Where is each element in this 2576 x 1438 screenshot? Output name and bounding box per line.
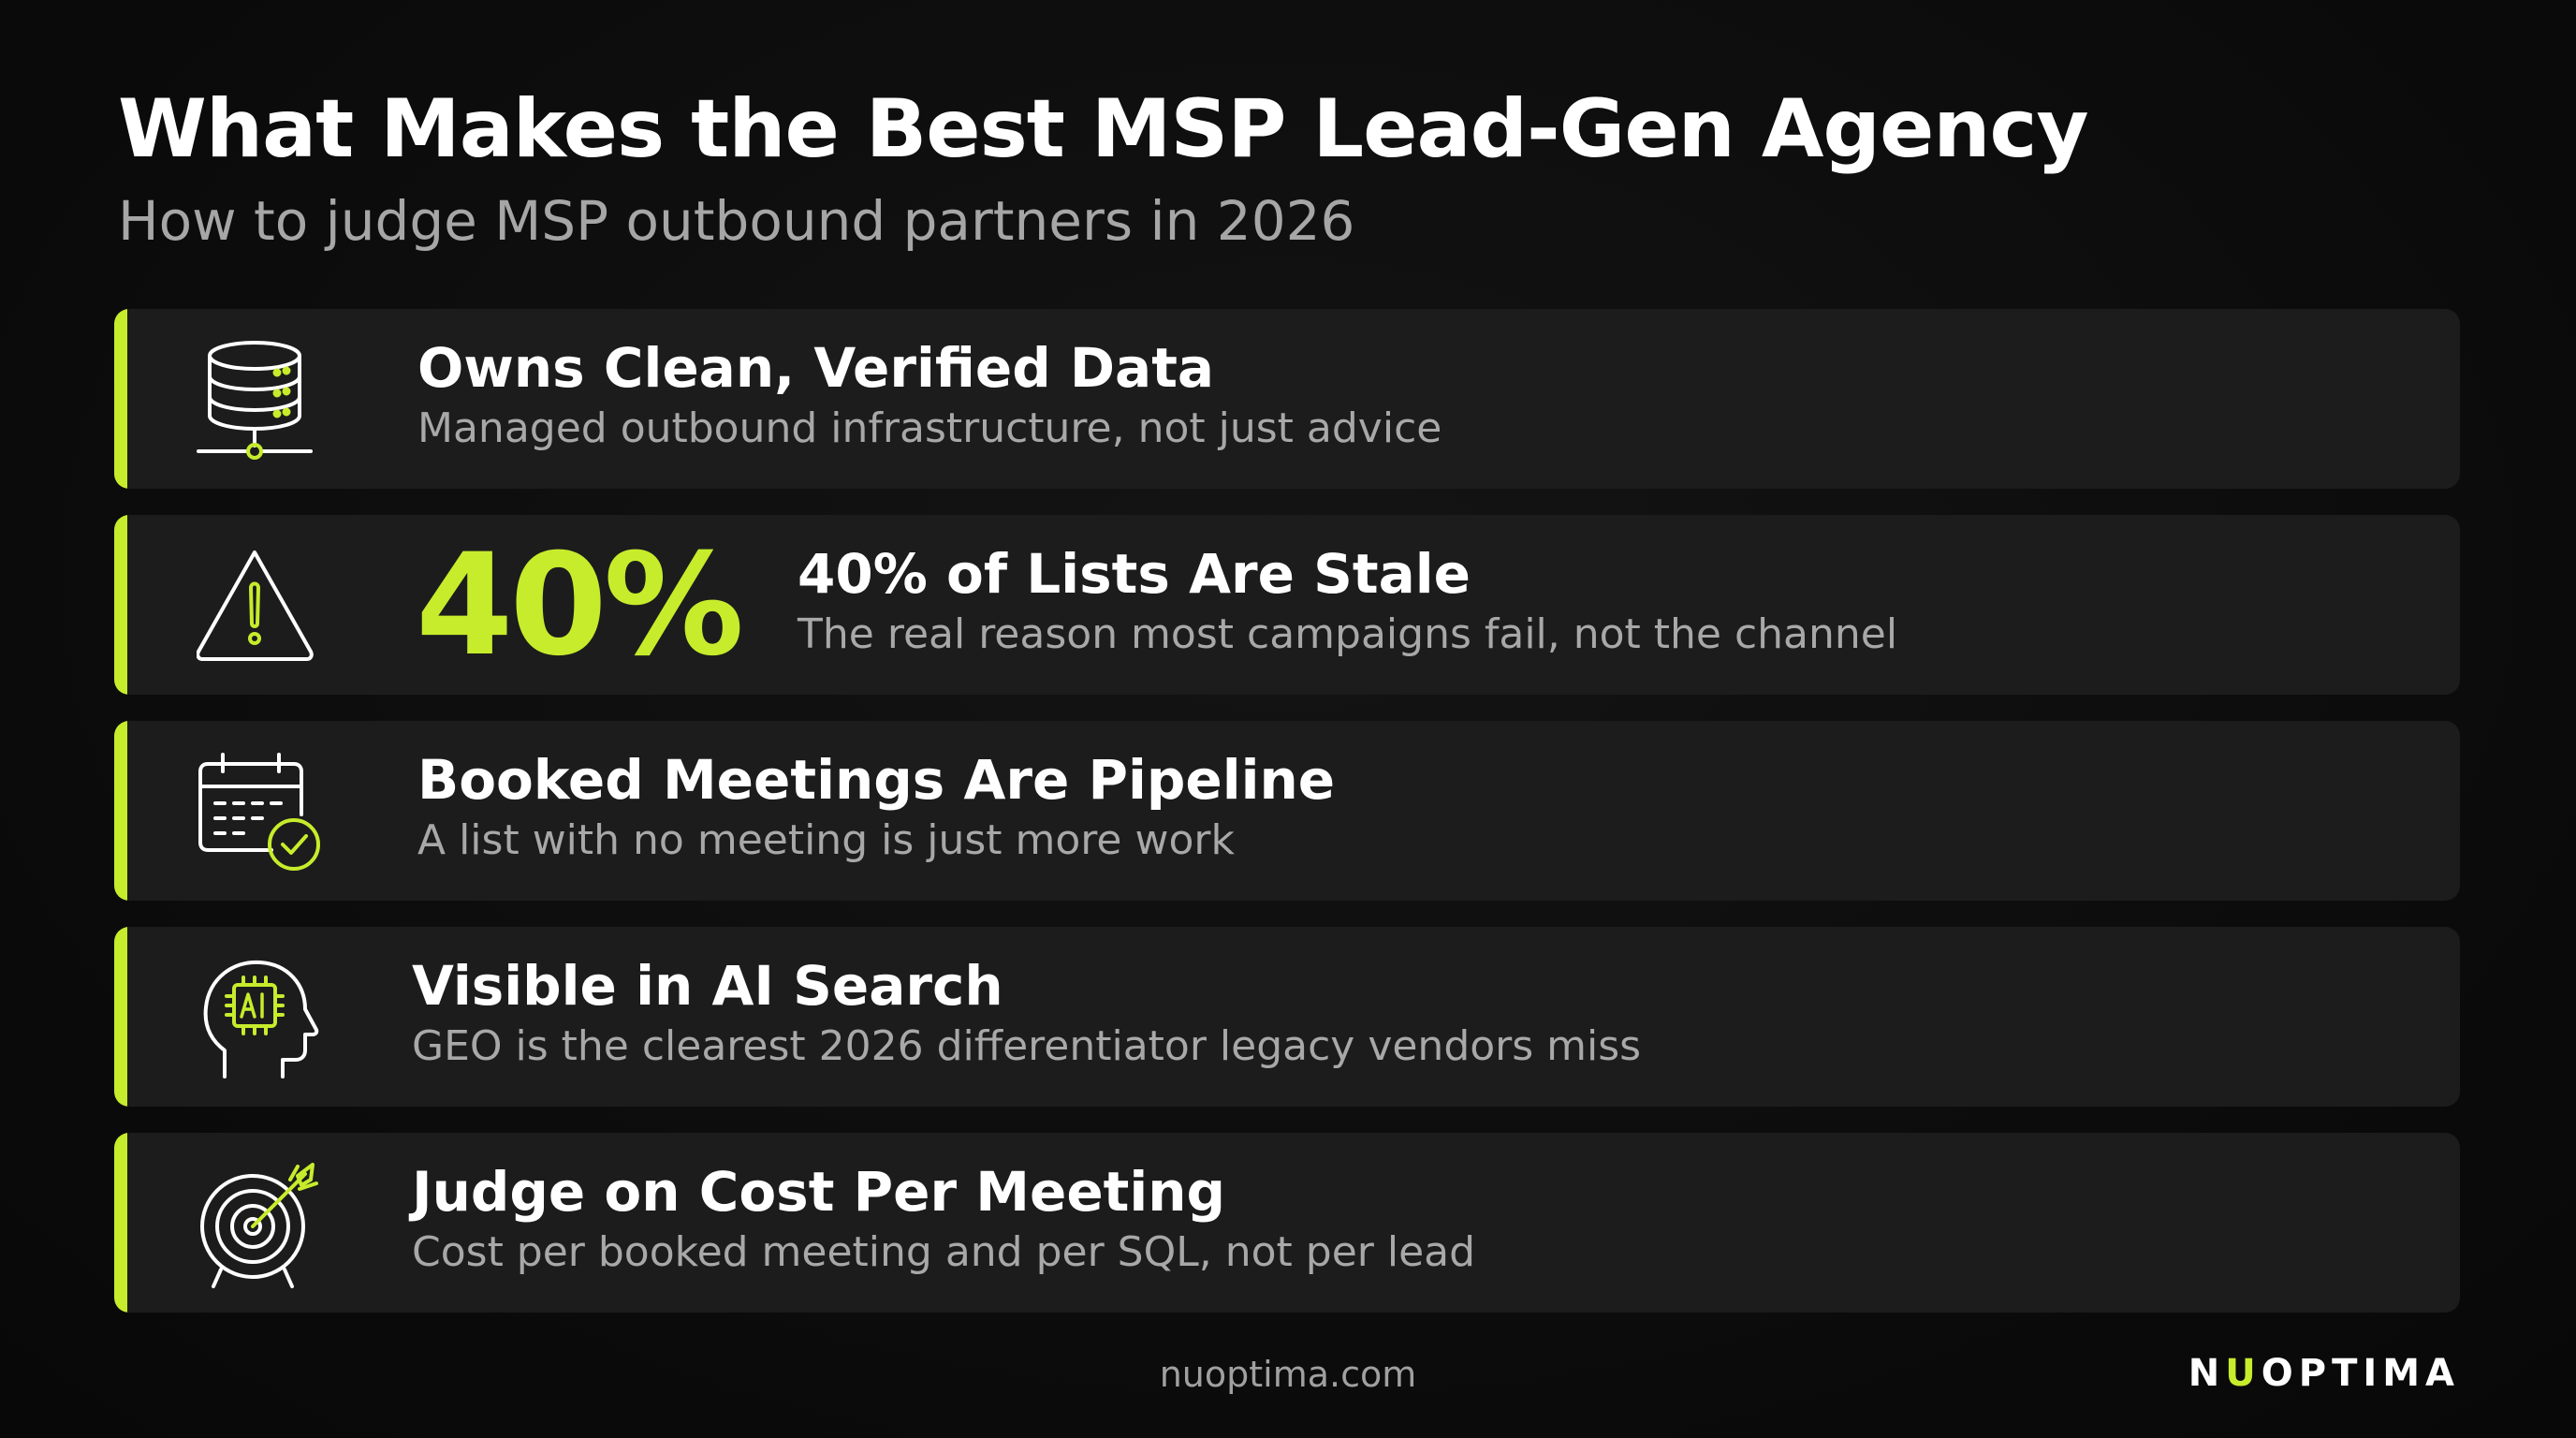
brand-accent: U [2225,1352,2261,1395]
page-subtitle: How to judge MSP outbound partners in 20… [118,189,1355,253]
stat-value: 40% [416,524,744,687]
card-text: Booked Meetings Are Pipeline A list with… [417,749,1335,864]
card-description: Managed outbound infrastructure, not jus… [417,404,1442,452]
card-title: Visible in AI Search [412,954,1003,1018]
brand-prefix: N [2188,1352,2226,1395]
criteria-card-cost-per-meeting: Judge on Cost Per Meeting Cost per booke… [114,1133,2460,1313]
brand-suffix: OPTIMA [2261,1352,2460,1395]
card-text: Visible in AI Search GEO is the clearest… [412,955,1641,1070]
footer-url: nuoptima.com [1159,1354,1417,1395]
page-title: What Makes the Best MSP Lead-Gen Agency [118,82,2089,176]
criteria-list: Owns Clean, Verified Data Managed outbou… [114,309,2460,1339]
criteria-card-data: Owns Clean, Verified Data Managed outbou… [114,309,2460,489]
card-title: Judge on Cost Per Meeting [412,1160,1226,1224]
criteria-card-ai-search: Visible in AI Search GEO is the clearest… [114,927,2460,1107]
card-description: Cost per booked meeting and per SQL, not… [412,1227,1476,1276]
calendar-check-icon [197,747,328,878]
card-title: 40% of Lists Are Stale [798,542,1471,606]
card-text: Judge on Cost Per Meeting Cost per booke… [412,1161,1475,1276]
card-text: Owns Clean, Verified Data Managed outbou… [417,337,1442,452]
card-title: Owns Clean, Verified Data [417,336,1215,400]
warning-icon [196,541,328,672]
card-title: Booked Meetings Are Pipeline [417,748,1336,812]
target-icon [197,1159,328,1290]
brand-logo: NUOPTIMA [2188,1352,2460,1395]
database-icon [197,335,328,466]
criteria-card-stale-lists: 40% 40% of Lists Are Stale The real reas… [114,515,2460,695]
card-description: GEO is the clearest 2026 differentiator … [412,1021,1642,1070]
card-description: A list with no meeting is just more work [417,815,1235,864]
card-description: The real reason most campaigns fail, not… [798,609,1898,658]
card-text: 40% of Lists Are Stale The real reason m… [798,543,1897,658]
criteria-card-meetings: Booked Meetings Are Pipeline A list with… [114,721,2460,901]
ai-head-icon [197,953,328,1084]
